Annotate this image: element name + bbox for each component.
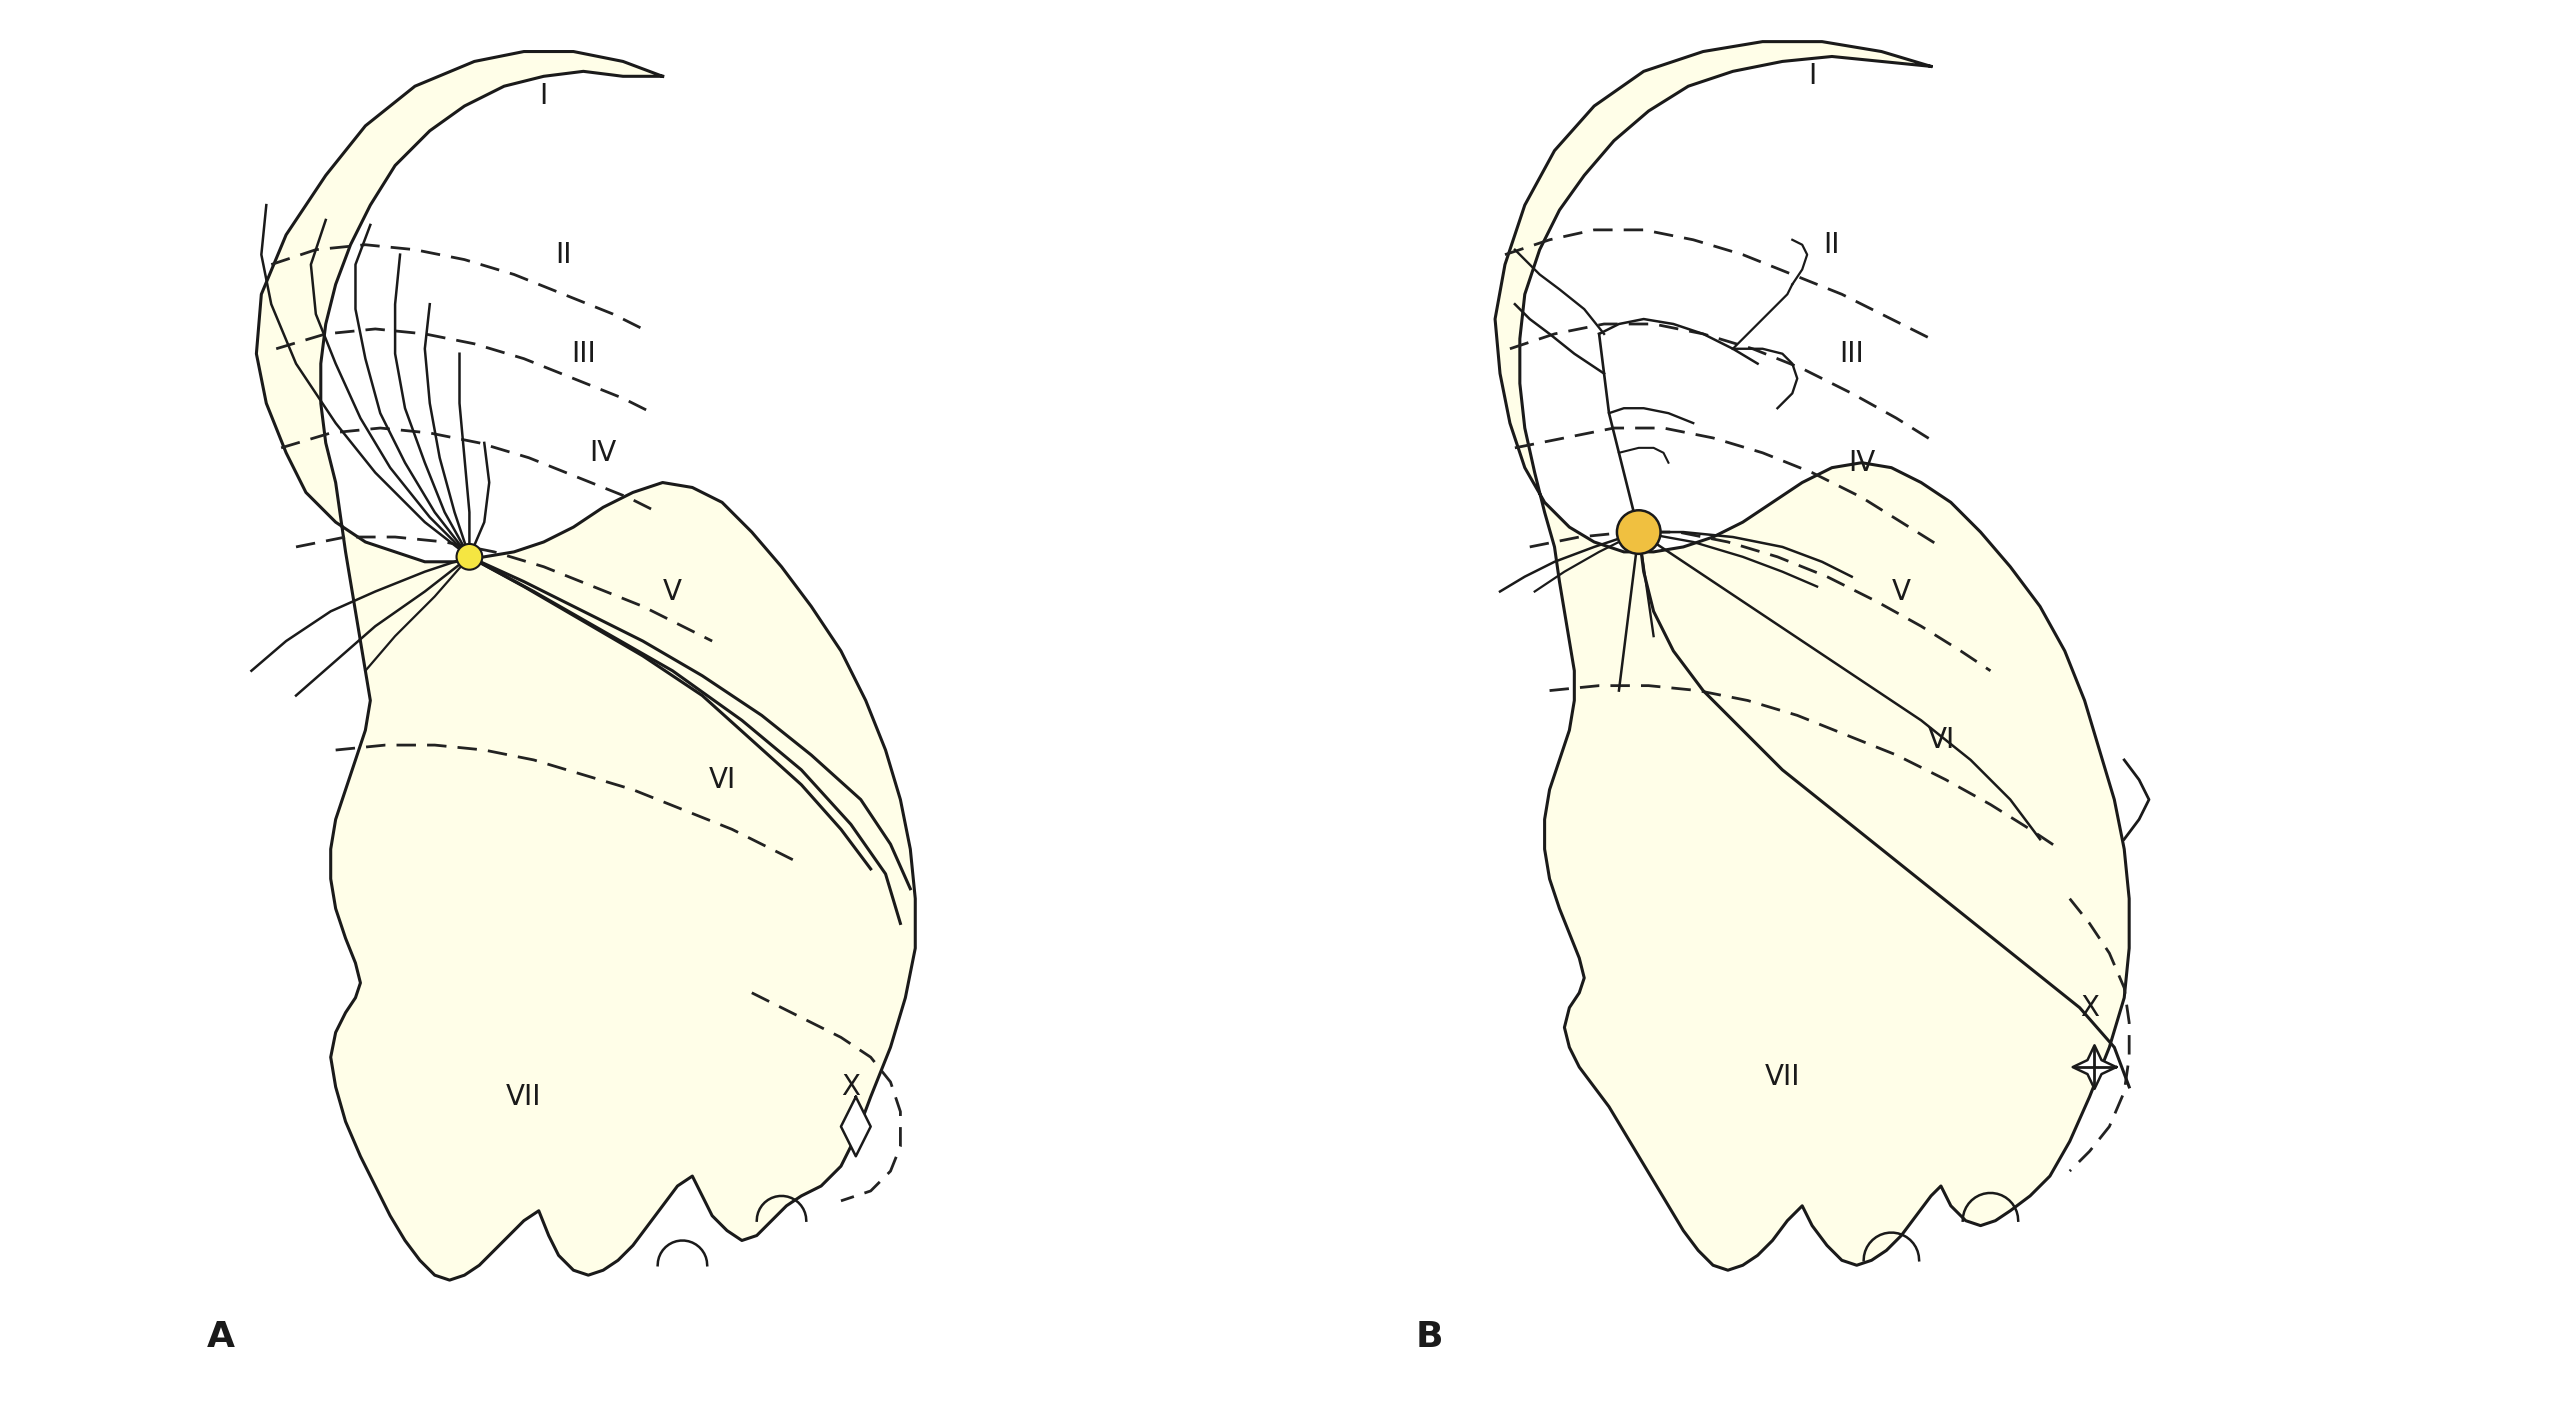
Text: IV: IV <box>1849 448 1875 476</box>
Text: VI: VI <box>707 766 736 794</box>
Circle shape <box>1617 510 1660 553</box>
Polygon shape <box>840 1097 871 1156</box>
Text: V: V <box>664 577 682 605</box>
Text: VI: VI <box>1928 726 1954 754</box>
Text: III: III <box>1839 339 1864 367</box>
Text: A: A <box>207 1320 235 1355</box>
Text: V: V <box>1893 577 1910 605</box>
Text: I: I <box>1808 62 1816 90</box>
Text: X: X <box>2079 993 2099 1021</box>
Text: II: II <box>1824 231 1841 259</box>
Text: B: B <box>1415 1320 1443 1355</box>
Text: VII: VII <box>506 1083 541 1111</box>
Polygon shape <box>2074 1045 2117 1089</box>
Text: I: I <box>539 83 549 111</box>
Text: IV: IV <box>590 439 618 467</box>
Polygon shape <box>1494 42 2130 1271</box>
Circle shape <box>457 544 483 570</box>
Text: X: X <box>840 1073 861 1101</box>
Text: II: II <box>554 241 572 269</box>
Polygon shape <box>255 52 914 1281</box>
Text: III: III <box>572 339 595 367</box>
Text: VII: VII <box>1765 1063 1801 1091</box>
